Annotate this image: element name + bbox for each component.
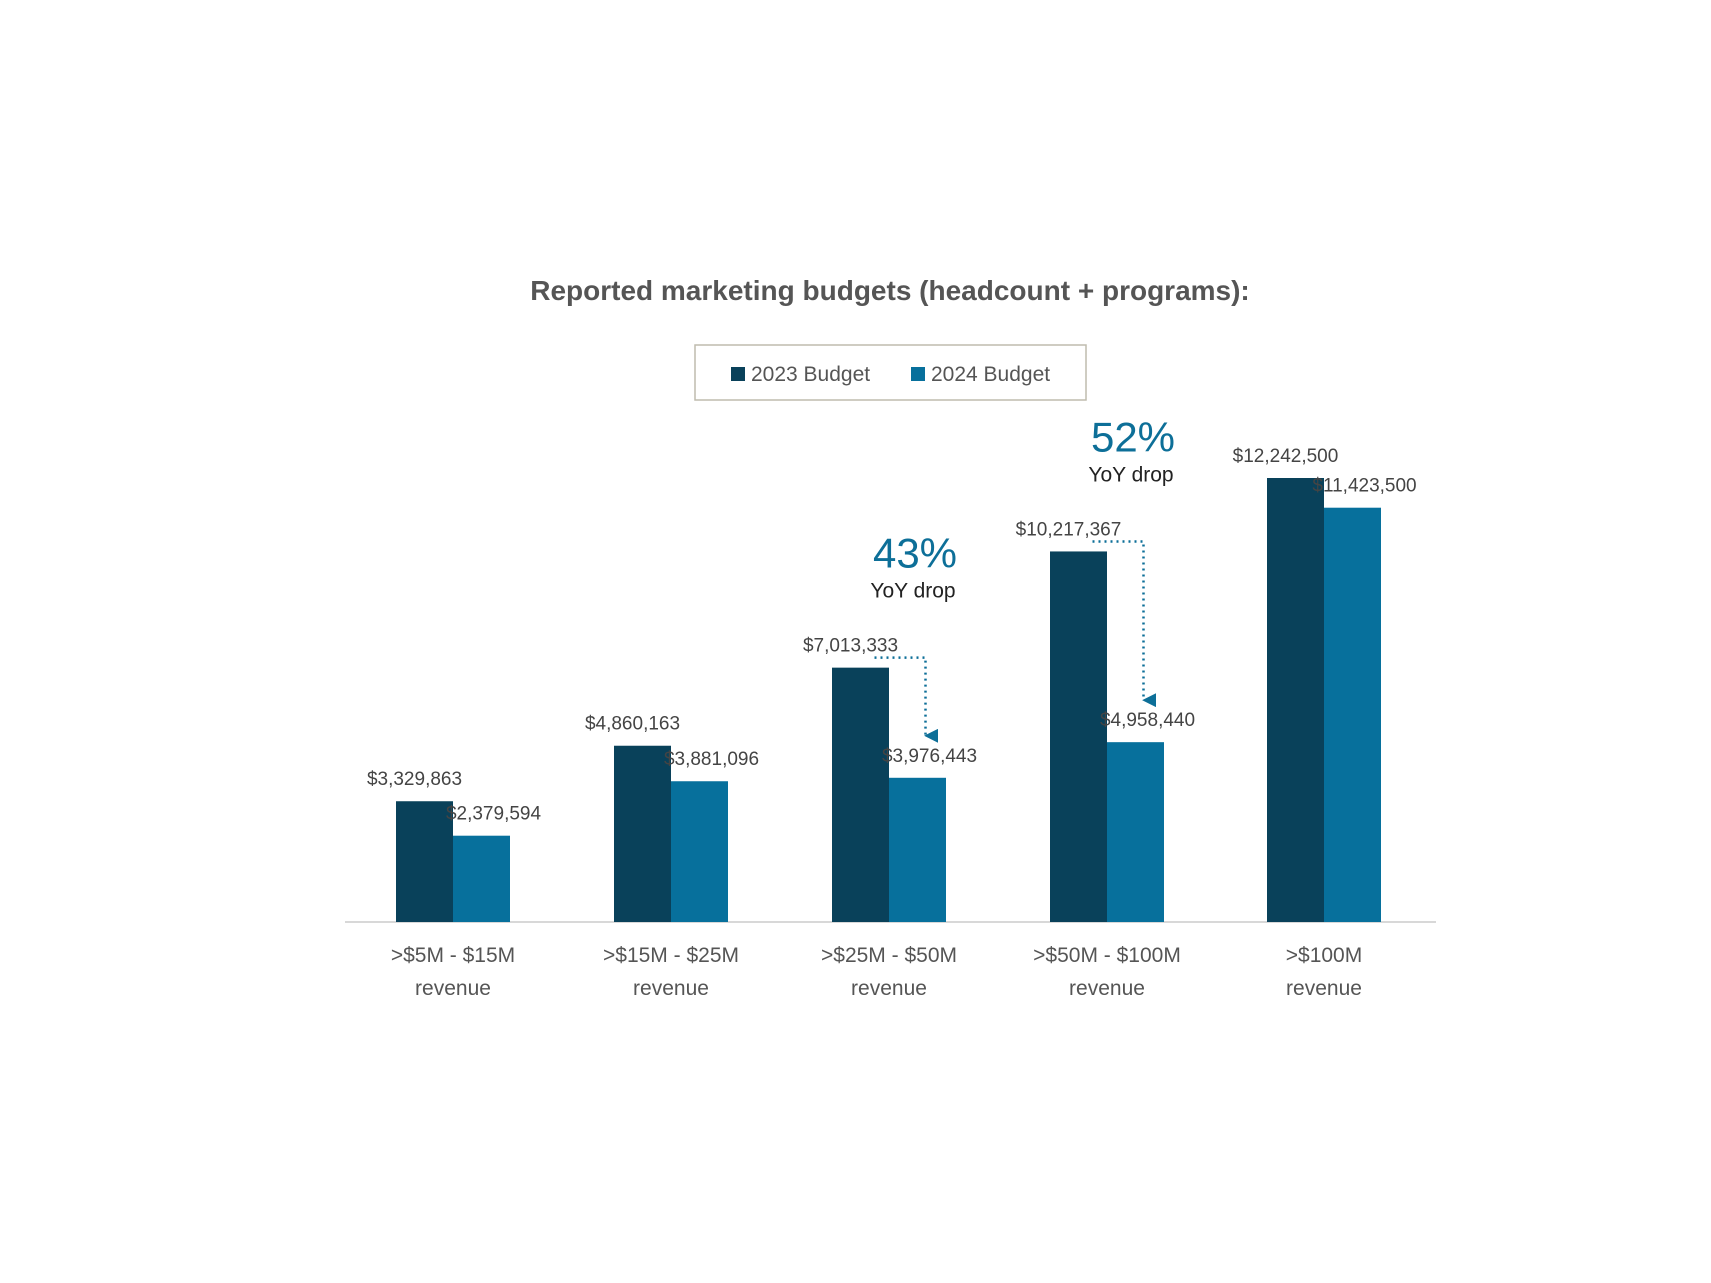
category-label-1-line-1: revenue [633,977,709,1000]
category-label-2-line-1: revenue [851,977,927,1000]
bars-layer [396,478,1381,922]
bar-2024-1 [671,781,728,922]
value-label-2023-4: $12,242,500 [1233,446,1339,467]
value-label-2023-0: $3,329,863 [367,769,462,790]
value-label-2023-3: $10,217,367 [1016,519,1122,540]
bar-2024-2 [889,777,946,922]
bar-2024-0 [453,835,510,922]
legend: 2023 Budget 2024 Budget [694,344,1087,401]
value-label-2024-3: $4,958,440 [1100,710,1195,731]
category-label-4-line-0: >$100M [1286,944,1362,967]
value-label-2023-1: $4,860,163 [585,714,680,735]
category-label-0-line-0: >$5M - $15M [391,944,515,967]
bar-2023-3 [1050,551,1107,922]
value-label-2024-0: $2,379,594 [446,804,542,825]
category-label-3-line-1: revenue [1069,977,1145,1000]
drop-arrow-1 [1092,540,1157,708]
drop-percent-0: 43% [873,530,957,577]
value-label-2024-2: $3,976,443 [882,746,977,767]
value-labels-layer: $3,329,863 $4,860,163 $7,013,333 $10,217,36… [367,446,1417,825]
legend-label-2023: 2023 Budget [751,363,870,386]
bar-2023-1 [614,745,671,922]
legend-swatch-2024 [911,367,925,381]
bar-2023-4 [1267,478,1324,922]
legend-label-2024: 2024 Budget [931,363,1050,386]
drop-caption-1: YoY drop [1088,463,1173,486]
category-label-3-line-0: >$50M - $100M [1033,944,1181,967]
bar-2023-0 [396,801,453,922]
bar-2024-3 [1107,742,1164,922]
chart-title: Reported marketing budgets (headcount + … [530,275,1250,306]
annotations-layer: 43% YoY drop 52% YoY drop [870,413,1175,743]
drop-percent-1: 52% [1091,413,1175,460]
value-label-2024-4: $11,423,500 [1312,476,1416,497]
category-label-1-line-0: >$15M - $25M [603,944,739,967]
category-label-0-line-1: revenue [415,977,491,1000]
bar-2024-4 [1324,507,1381,922]
legend-swatch-2023 [731,367,745,381]
drop-caption-0: YoY drop [870,580,955,603]
drop-arrow-0 [874,656,939,743]
value-label-2023-2: $7,013,333 [803,636,898,657]
bar-2023-2 [832,667,889,922]
category-label-2-line-0: >$25M - $50M [821,944,957,967]
value-label-2024-1: $3,881,096 [664,749,759,770]
category-labels-layer: >$5M - $15M revenue >$15M - $25M revenue >$2… [391,944,1362,1000]
legend-box [694,344,1087,401]
category-label-4-line-1: revenue [1286,977,1362,1000]
